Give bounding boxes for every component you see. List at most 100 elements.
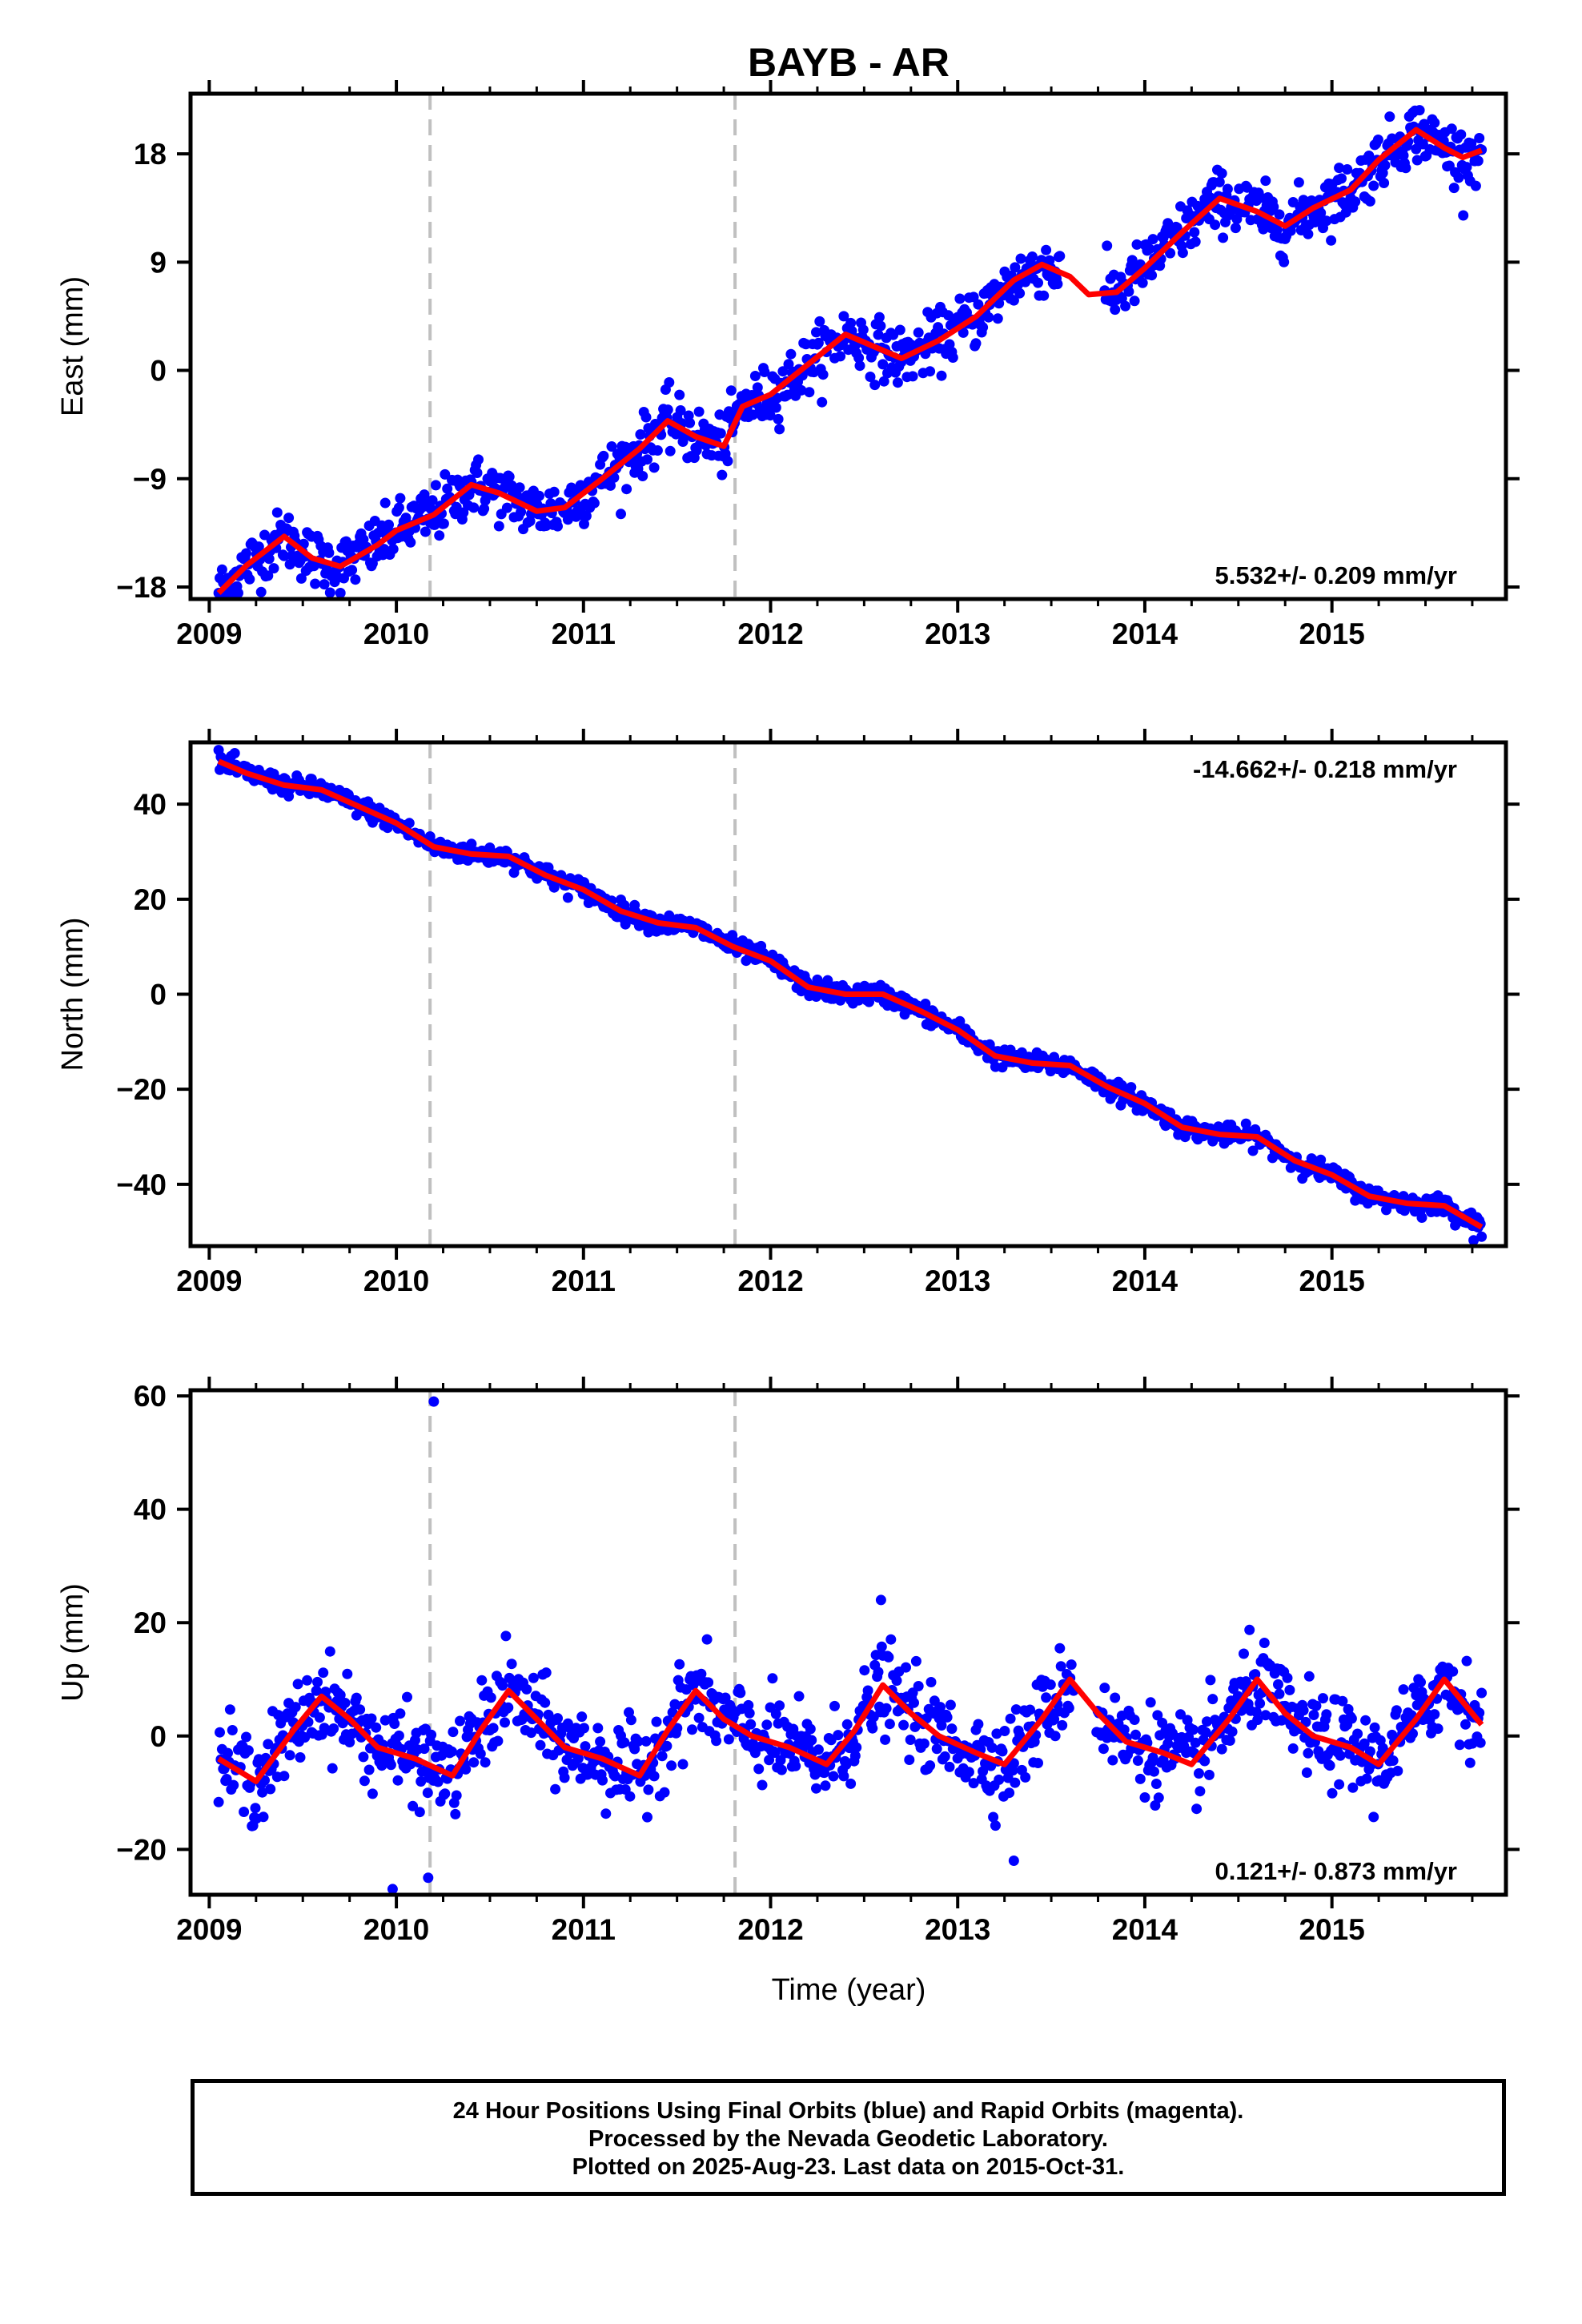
y-tick-label: 0 [150,1720,167,1753]
data-point [402,1691,412,1703]
data-point [476,1675,488,1686]
data-point [227,1725,238,1735]
data-point [1432,1723,1443,1735]
data-point [1038,290,1050,301]
data-point [1429,1709,1440,1720]
data-point [501,502,512,513]
data-point [550,1783,561,1795]
data-point [241,548,251,559]
data-point [243,1745,254,1756]
data-point [576,1711,588,1723]
data-point [400,513,412,524]
data-point [598,450,609,461]
up-frame [188,1388,1508,1897]
data-point [427,495,438,506]
data-point [1207,1694,1219,1705]
data-point [1008,295,1019,306]
data-point [648,462,660,473]
data-point [324,587,335,598]
data-point [925,366,936,377]
data-point [335,588,346,598]
data-point [1015,253,1026,264]
data-point [1301,1767,1312,1778]
data-point [881,1703,892,1714]
data-point [685,417,696,428]
y-tick-label: 40 [134,1494,167,1526]
data-point [1147,234,1158,245]
data-point [1359,1738,1370,1749]
data-point [440,468,451,480]
data-point [920,999,931,1009]
data-point [592,1723,604,1734]
data-point [295,1752,306,1763]
data-point [1461,162,1472,173]
data-point [770,1708,781,1719]
y-tick-label: 20 [134,1606,167,1639]
data-point [1057,1719,1068,1731]
data-point [1259,1638,1270,1648]
data-point [284,1750,295,1761]
data-point [1004,1787,1015,1799]
data-point [1216,168,1227,179]
data-point [1327,1787,1338,1799]
data-point [310,578,321,589]
data-point [344,1737,355,1747]
data-point [723,1734,734,1745]
data-point [1342,164,1353,175]
data-point [945,1699,956,1711]
data-point [1157,1717,1168,1728]
data-point [534,490,544,501]
y-axis-label-north: North (mm) [56,917,90,1071]
data-point [1303,228,1314,239]
data-point [1099,1683,1110,1694]
data-point [327,1763,338,1774]
data-point [253,541,264,553]
data-point [1008,1758,1019,1769]
data-point [1202,1716,1212,1727]
x-tick-label: 2013 [925,617,990,650]
data-point [968,292,979,303]
data-point [606,441,617,452]
data-point [279,1771,290,1782]
data-point [492,1735,504,1747]
data-point [314,1712,325,1723]
data-point [342,1668,353,1679]
x-axis-label: Time (year) [772,1973,926,2007]
data-point [963,1767,974,1778]
data-point [642,454,652,465]
data-point [1282,1672,1293,1683]
data-point [648,1771,660,1782]
data-point [608,472,620,483]
data-point [468,1757,480,1768]
data-point [1273,1679,1283,1690]
data-point [1153,1792,1164,1803]
x-tick-label: 2009 [176,1265,242,1297]
data-point [777,366,789,377]
data-point [1049,1714,1060,1725]
data-point [1131,239,1142,250]
data-point [752,382,763,393]
data-point [528,1672,539,1683]
data-point [1379,159,1391,171]
panel-east: 2009 2010 2011 2012 2013 2014 2015 −18 −9 0 9 18 Eas… [56,80,1520,650]
data-point [999,1726,1010,1736]
data-point [1194,1768,1204,1779]
data-point [1205,192,1216,203]
data-point [745,1719,757,1730]
data-point [255,586,267,597]
data-point [1132,1755,1143,1766]
east-frame [188,91,1508,601]
data-point [1347,1782,1359,1793]
data-point [783,359,794,370]
data-point [1293,177,1304,188]
data-point [665,445,676,456]
data-point [1200,1727,1211,1738]
data-point [659,1787,670,1798]
data-point [363,1764,375,1775]
data-point [990,1820,1001,1831]
data-point [395,1708,406,1719]
data-point [1308,1710,1319,1720]
data-point [988,1811,999,1823]
data-point [931,1743,942,1755]
data-point [379,497,391,509]
